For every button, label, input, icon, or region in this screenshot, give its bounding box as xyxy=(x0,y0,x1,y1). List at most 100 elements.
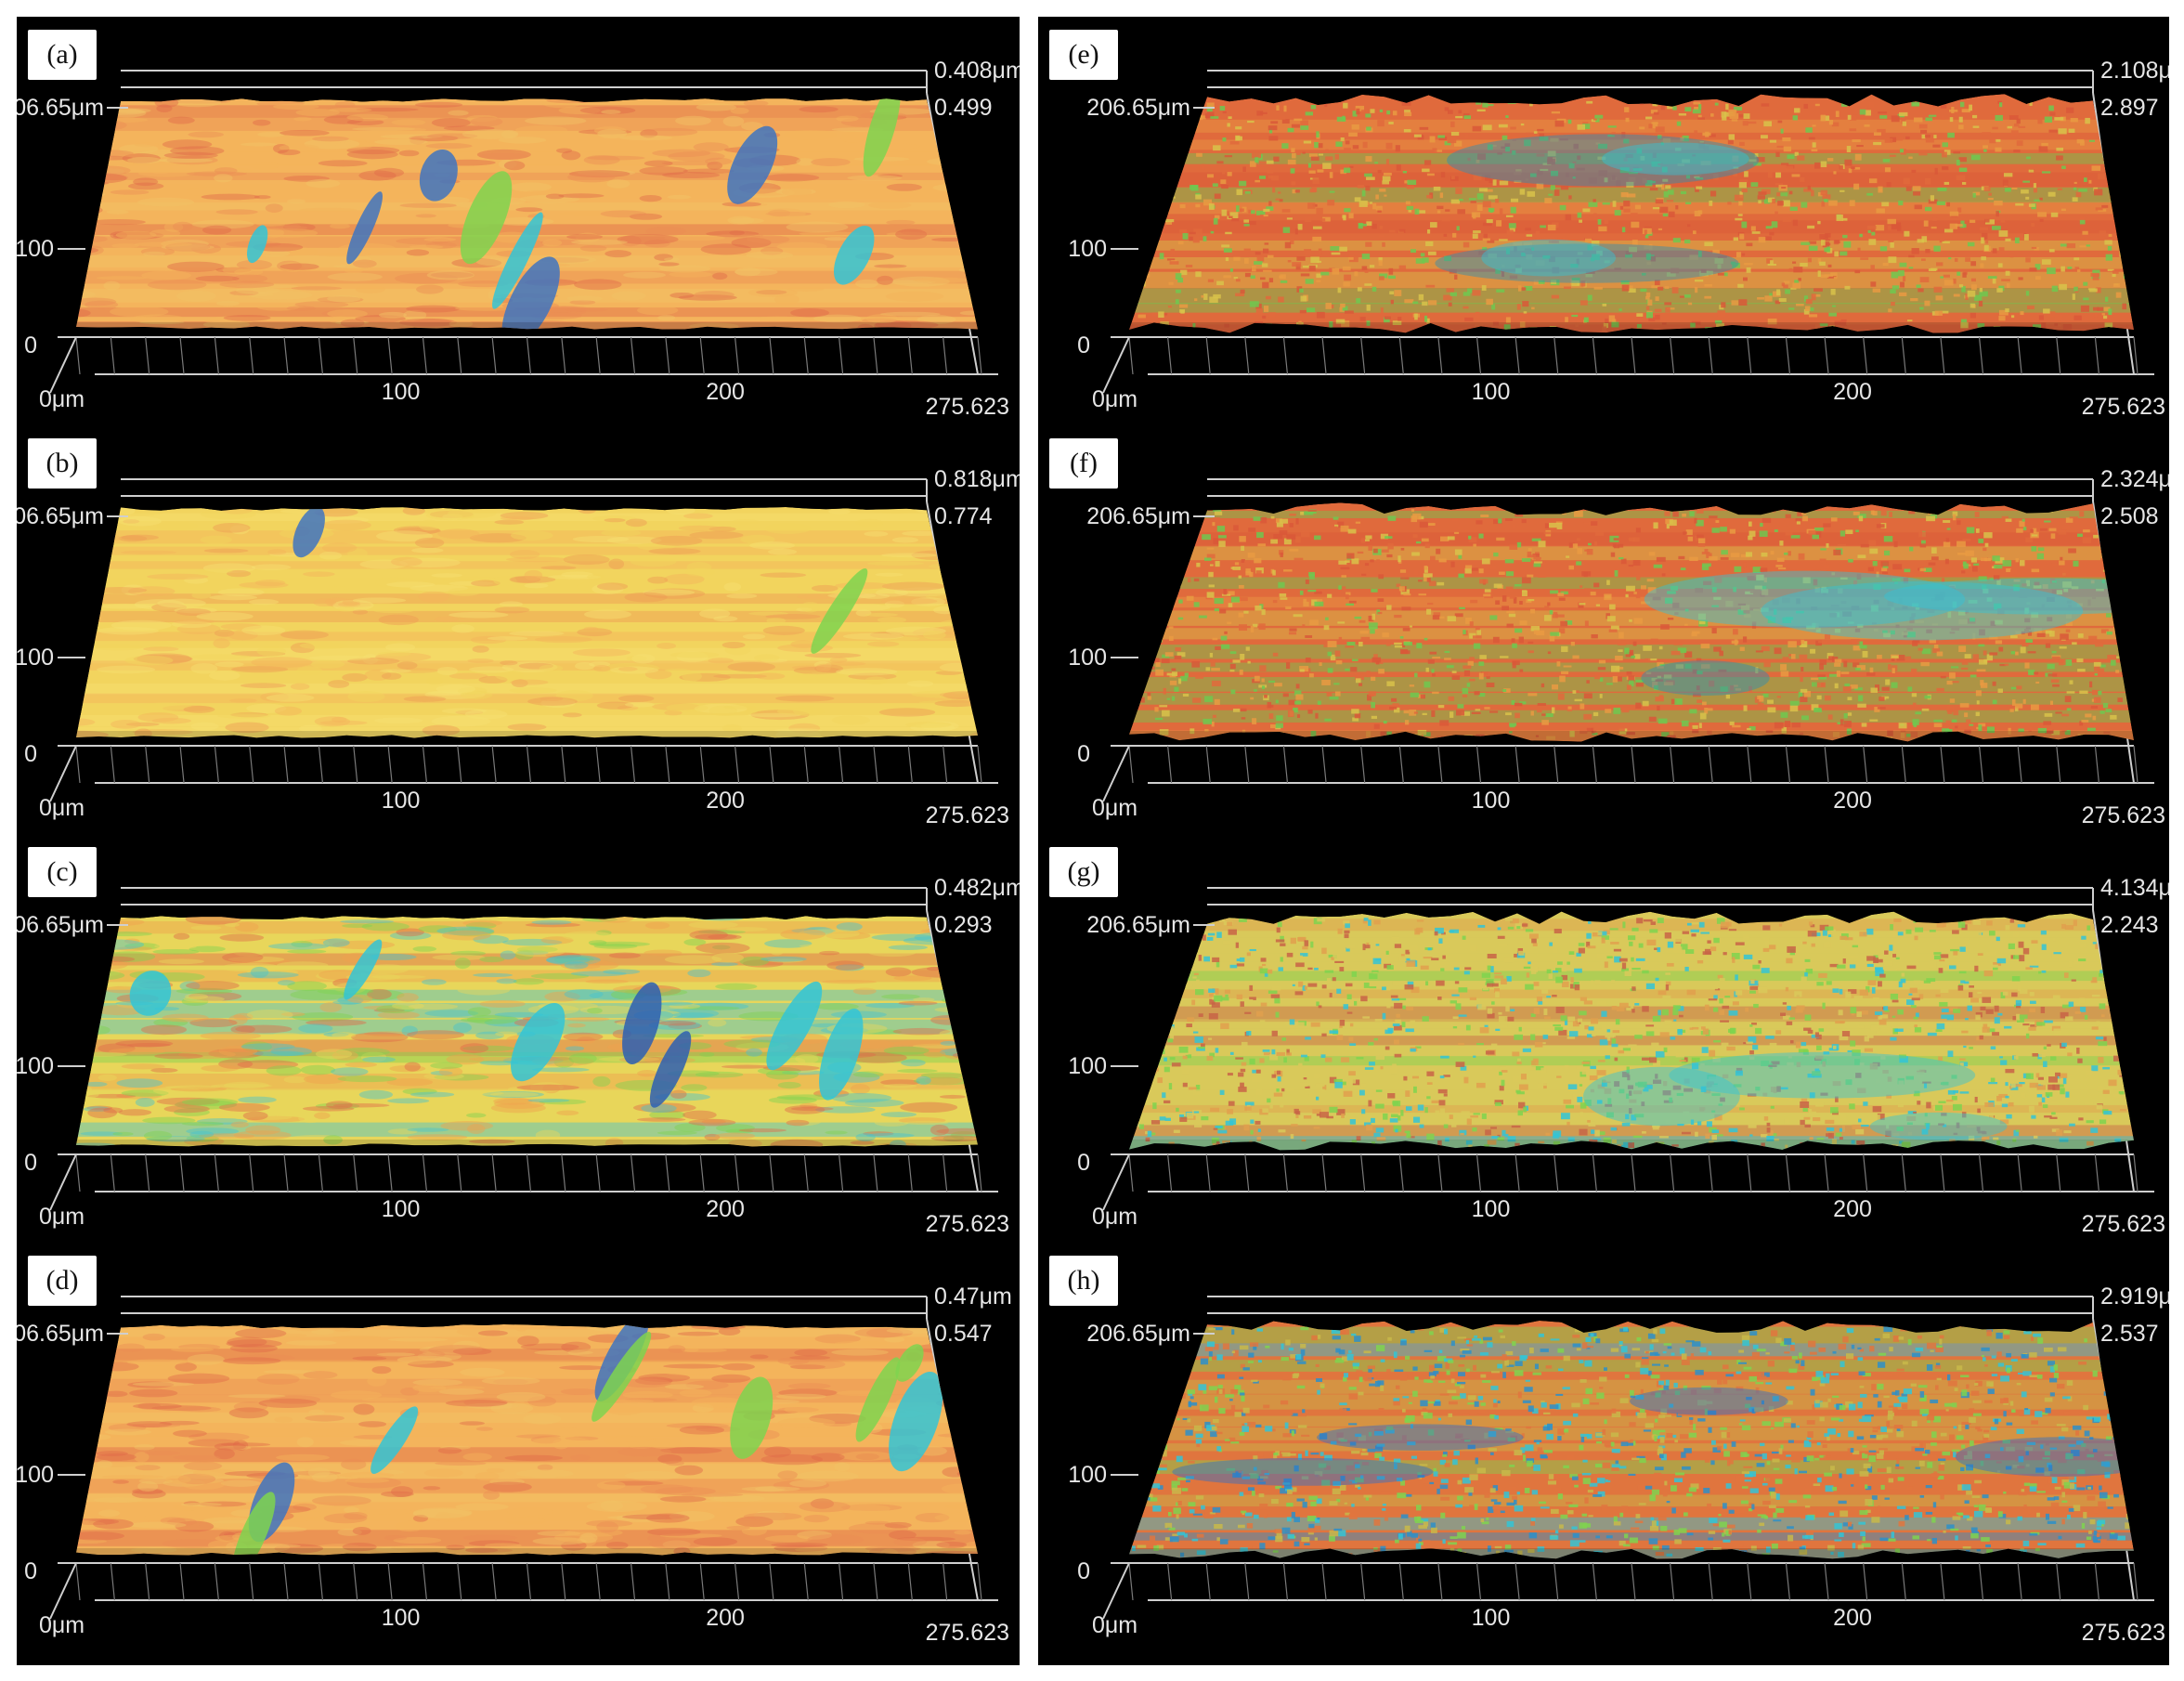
x-200-label: 200 xyxy=(706,1605,745,1631)
x-zero-label: 0μm xyxy=(1092,795,1138,821)
panel-label-f: (f) xyxy=(1049,438,1118,489)
panel-label-d: (d) xyxy=(28,1256,97,1306)
x-zero-label: 0μm xyxy=(39,1612,84,1638)
base-grid xyxy=(1102,745,2154,802)
x-max-label: 275.623 xyxy=(2082,802,2165,828)
base-grid xyxy=(49,1562,998,1620)
y-max-label: 206.65μm xyxy=(17,95,104,121)
z-bottom-value: 2.897 xyxy=(2100,95,2159,121)
y-zero-label: 0 xyxy=(24,741,37,767)
y-mid-label: 100 xyxy=(17,1053,54,1079)
panel-label-e: (e) xyxy=(1049,30,1118,80)
base-grid xyxy=(49,336,998,394)
surface-texture xyxy=(1129,1320,2134,1559)
x-200-label: 200 xyxy=(1833,379,1872,405)
y-mid-label: 100 xyxy=(1068,1462,1107,1488)
y-zero-label: 0 xyxy=(1077,741,1090,767)
x-200-label: 200 xyxy=(706,379,745,405)
x-100-label: 100 xyxy=(1472,1605,1511,1631)
panel-label-g: (g) xyxy=(1049,847,1118,897)
z-bottom-value: 0.293 xyxy=(934,912,993,938)
x-max-label: 275.623 xyxy=(926,394,1009,420)
right-column: 2.108μm 2.897 206.65μm 100 0 0μm 100 200 275.623… xyxy=(1038,17,2169,1665)
x-200-label: 200 xyxy=(1833,1196,1872,1222)
x-100-label: 100 xyxy=(382,788,421,814)
y-mid-label: 100 xyxy=(17,645,54,671)
y-mid-label: 100 xyxy=(1068,236,1107,262)
y-zero-label: 0 xyxy=(24,1150,37,1176)
z-bottom-value: 0.499 xyxy=(934,95,993,121)
surface-plot-h: 2.919μm 2.537 206.65μm 100 0 0μm 100 200 275.623 xyxy=(1068,1284,2169,1646)
base-grid xyxy=(1102,1562,2154,1620)
base-grid xyxy=(49,1153,998,1211)
left-column: 0.408μm 0.499 206.65μm 100 0 0μm 100 200 275.623… xyxy=(17,17,1020,1665)
surface-texture xyxy=(1129,911,2134,1151)
surface-plot-b: 0.818μm 0.774 206.65μm 100 0 0μm 100 200 275.623 xyxy=(17,466,1020,828)
y-max-label: 206.65μm xyxy=(17,1321,104,1347)
surface-panel-a: 0.408μm 0.499 206.65μm 100 0 0μm 100 200 275.623… xyxy=(17,17,1020,425)
x-100-label: 100 xyxy=(1472,379,1511,405)
surface-panel-b: 0.818μm 0.774 206.65μm 100 0 0μm 100 200 275.623… xyxy=(17,425,1020,834)
x-200-label: 200 xyxy=(1833,788,1872,814)
x-max-label: 275.623 xyxy=(2082,394,2165,420)
surface-plot-g: 4.134μm 2.243 206.65μm 100 0 0μm 100 200 275.623 xyxy=(1068,875,2169,1237)
surface-panel-f: 2.324μm 2.508 206.65μm 100 0 0μm 100 200 275.623… xyxy=(1038,425,2169,834)
base-grid xyxy=(1102,336,2154,394)
z-bottom-value: 2.508 xyxy=(2100,503,2159,529)
z-top-value: 2.324μm xyxy=(2100,466,2169,492)
y-mid-label: 100 xyxy=(1068,1053,1107,1079)
x-zero-label: 0μm xyxy=(1092,1612,1138,1638)
y-zero-label: 0 xyxy=(1077,332,1090,358)
surface-panel-d: 0.47μm 0.547 206.65μm 100 0 0μm 100 200 275.623 (… xyxy=(17,1243,1020,1651)
surface-plot-a: 0.408μm 0.499 206.65μm 100 0 0μm 100 200 275.623 xyxy=(17,58,1020,420)
x-max-label: 275.623 xyxy=(926,1211,1009,1237)
panel-label-b: (b) xyxy=(28,438,97,489)
surface-plot-c: 0.482μm 0.293 206.65μm 100 0 0μm 100 200 275.623 xyxy=(17,875,1020,1237)
surface-panel-c: 0.482μm 0.293 206.65μm 100 0 0μm 100 200 275.623… xyxy=(17,834,1020,1243)
y-zero-label: 0 xyxy=(1077,1558,1090,1584)
y-max-label: 206.65μm xyxy=(1086,503,1190,529)
y-zero-label: 0 xyxy=(24,1558,37,1584)
z-top-value: 2.108μm xyxy=(2100,58,2169,84)
x-zero-label: 0μm xyxy=(1092,386,1138,412)
x-max-label: 275.623 xyxy=(926,802,1009,828)
y-max-label: 206.65μm xyxy=(1086,95,1190,121)
surface-plot-e: 2.108μm 2.897 206.65μm 100 0 0μm 100 200 275.623 xyxy=(1068,58,2169,420)
surface-texture xyxy=(76,98,978,330)
y-mid-label: 100 xyxy=(1068,645,1107,671)
base-grid xyxy=(49,745,998,802)
y-mid-label: 100 xyxy=(17,236,54,262)
y-zero-label: 0 xyxy=(1077,1150,1090,1176)
surface-panel-h: 2.919μm 2.537 206.65μm 100 0 0μm 100 200 275.623… xyxy=(1038,1243,2169,1651)
x-zero-label: 0μm xyxy=(1092,1204,1138,1230)
y-mid-label: 100 xyxy=(17,1462,54,1488)
y-max-label: 206.65μm xyxy=(17,503,104,529)
surface-plot-d: 0.47μm 0.547 206.65μm 100 0 0μm 100 200 275.623 xyxy=(17,1284,1012,1646)
x-max-label: 275.623 xyxy=(926,1620,1009,1646)
x-100-label: 100 xyxy=(1472,788,1511,814)
surface-texture xyxy=(76,507,978,738)
surface-texture xyxy=(76,1324,978,1556)
surface-texture xyxy=(1129,94,2134,333)
panel-label-h: (h) xyxy=(1049,1256,1118,1306)
x-zero-label: 0μm xyxy=(39,1204,84,1230)
x-max-label: 275.623 xyxy=(2082,1211,2165,1237)
panel-label-a: (a) xyxy=(28,30,97,80)
z-bottom-value: 2.537 xyxy=(2100,1321,2159,1347)
base-grid xyxy=(1102,1153,2154,1211)
surface-texture xyxy=(76,916,978,1147)
x-zero-label: 0μm xyxy=(39,795,84,821)
z-top-value: 0.47μm xyxy=(934,1284,1012,1310)
z-bottom-value: 0.774 xyxy=(934,503,993,529)
surface-texture xyxy=(1129,502,2134,742)
x-100-label: 100 xyxy=(1472,1196,1511,1222)
z-top-value: 4.134μm xyxy=(2100,875,2169,901)
z-bottom-value: 2.243 xyxy=(2100,912,2159,938)
x-zero-label: 0μm xyxy=(39,386,84,412)
x-200-label: 200 xyxy=(1833,1605,1872,1631)
panel-label-c: (c) xyxy=(28,847,97,897)
x-200-label: 200 xyxy=(706,788,745,814)
surface-plot-f: 2.324μm 2.508 206.65μm 100 0 0μm 100 200 275.623 xyxy=(1068,466,2169,828)
z-top-value: 2.919μm xyxy=(2100,1284,2169,1310)
y-zero-label: 0 xyxy=(24,332,37,358)
